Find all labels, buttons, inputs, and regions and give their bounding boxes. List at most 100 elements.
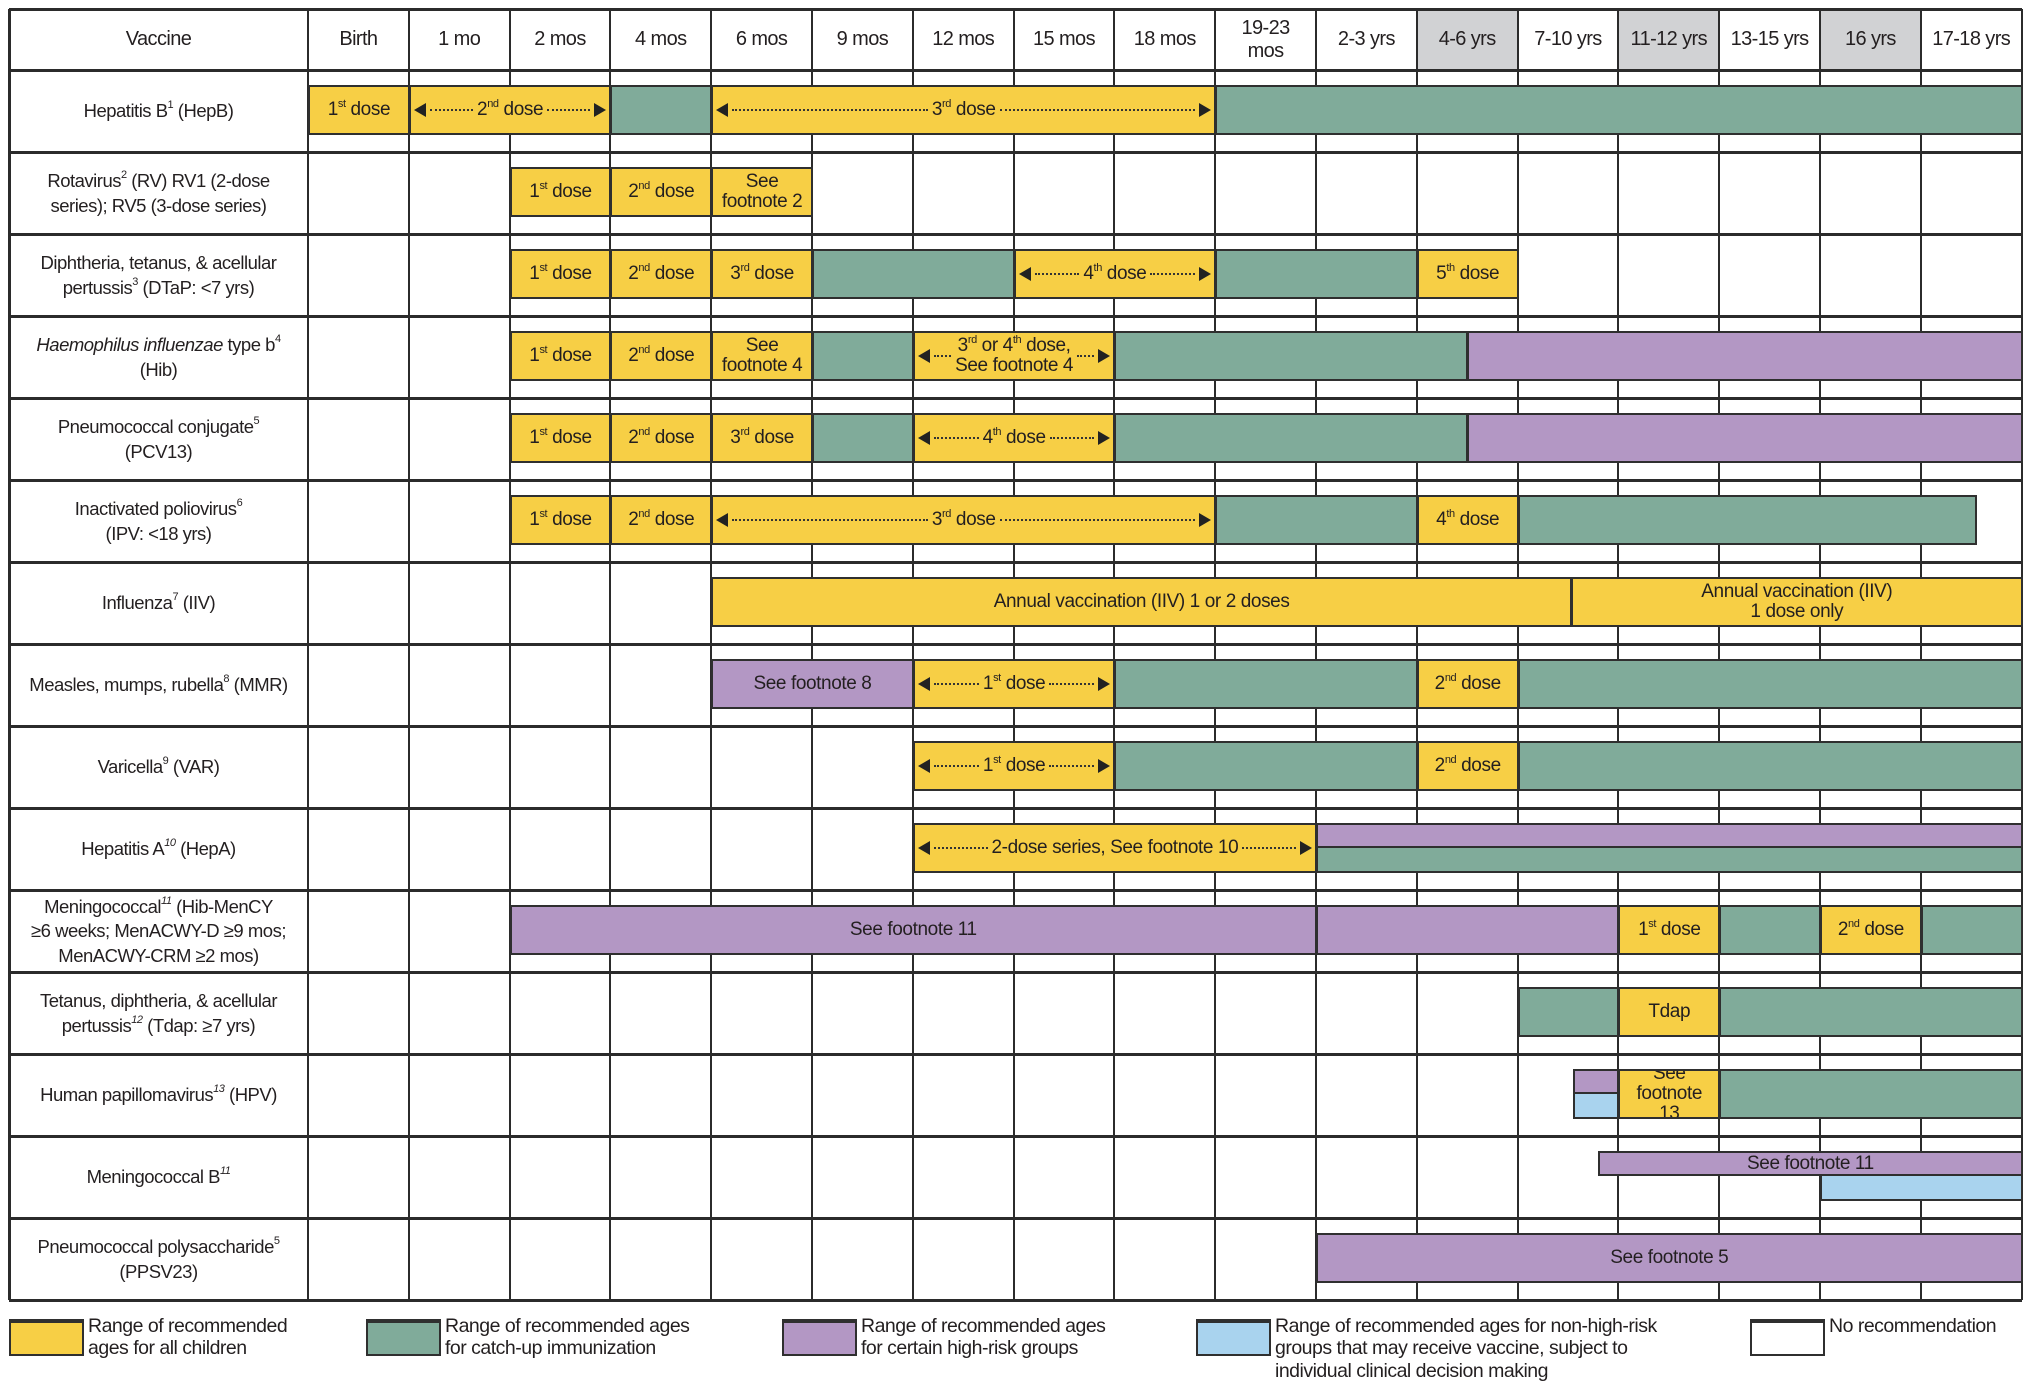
dose-label: 1st dose [327, 98, 391, 121]
schedule-bar-catch-up [1517, 741, 2023, 791]
vaccine-name-text: Influenza [101, 592, 173, 614]
dose-label: 2nd dose [628, 262, 695, 285]
legend-swatch-catch-up [366, 1319, 441, 1356]
header-age: 2 mos [534, 28, 586, 50]
schedule-bar-high-risk: See footnote 11 [1598, 1151, 2023, 1176]
dotted-range-line [429, 109, 474, 111]
arrow-right-icon [1098, 431, 1111, 445]
dotted-range-line [933, 437, 979, 439]
grid-line-vertical [1315, 9, 1317, 1300]
schedule-bar-high-risk [1316, 905, 1620, 955]
vaccine-name-text: (VAR) [168, 756, 220, 778]
schedule-bar-recommended: 2nd dose [610, 495, 713, 545]
vaccine-name: Meningococcal B11 [9, 1138, 308, 1217]
dose-label: See footnote 11 [1747, 1152, 1874, 1174]
dose-label: See footnote 11 [849, 919, 977, 941]
dose-label: See footnote 5 [1610, 1247, 1729, 1269]
header-age: 15 mos [1032, 28, 1096, 50]
header-age: 4 mos [635, 28, 687, 50]
schedule-bar-recommended: 1st dose [509, 331, 612, 381]
footnote-superscript: 9 [162, 755, 169, 768]
dotted-range-line [933, 765, 979, 767]
dotted-range-line [1242, 847, 1296, 849]
vaccine-name-text: Measles, mumps, rubella [29, 674, 224, 696]
schedule-bar-recommended: 3rd dose [711, 413, 813, 463]
schedule-bar-recommended: 3rd dose [711, 85, 1217, 135]
vaccine-name-text: Human papillomavirus [40, 1084, 214, 1106]
grid-line-horizontal [9, 970, 2022, 974]
schedule-bar-recommended: 1st dose [912, 741, 1116, 791]
header-age: 17-18 yrs [1932, 28, 2011, 50]
schedule-bar-catch-up [1719, 905, 1821, 955]
header-age: 1 mo [438, 28, 481, 50]
dose-label: 5th dose [1436, 262, 1500, 285]
grid-line-horizontal [9, 1298, 2022, 1302]
arrow-right-icon [1300, 841, 1312, 855]
schedule-bar-recommended: 4th dose [1013, 249, 1217, 299]
vaccine-name-text: Hepatitis B [83, 100, 168, 122]
dotted-range-line [547, 109, 591, 111]
dose-label: 3rd dose [931, 98, 996, 121]
grid-line-horizontal [9, 1216, 2022, 1220]
schedule-bar-high-risk [1573, 1069, 1620, 1094]
dotted-range-line [732, 109, 928, 111]
schedule-bar-catch-up [1517, 987, 1620, 1037]
grid-line-horizontal [9, 560, 2022, 564]
dose-label: 1st dose [1638, 918, 1701, 941]
vaccine-name: Influenza7 (IIV) [9, 564, 308, 643]
arrow-left-icon [917, 841, 930, 855]
arrow-right-icon [1199, 513, 1212, 527]
dose-label: Annual vaccination (IIV) 1 dose only [1701, 581, 1893, 622]
dose-label: 1st dose [529, 180, 592, 203]
header-age: 13-15 yrs [1730, 28, 1810, 50]
schedule-bar-catch-up [1114, 659, 1418, 709]
grid-line-horizontal [9, 232, 2022, 236]
schedule-bar-recommended: 2nd dose [610, 413, 713, 463]
vaccine-name-text: Pneumococcal conjugate [57, 416, 254, 438]
arrow-right-icon [1098, 759, 1111, 773]
dose-label: 2nd dose [477, 98, 544, 121]
vaccine-name: Human papillomavirus13 (HPV) [9, 1056, 308, 1135]
vaccine-name-text: (PPSV23) [119, 1260, 198, 1282]
vaccine-name-text: (HPV) [224, 1084, 277, 1106]
legend-swatch-none [1750, 1319, 1825, 1356]
schedule-bar-recommended: 1st dose [509, 495, 612, 545]
grid-line-vertical [1415, 9, 1418, 1300]
schedule-bar-high-risk: See footnote 5 [1316, 1233, 2023, 1283]
vaccine-name-text: (RV) RV1 (2-dose series); RV5 (3-dose se… [50, 170, 271, 216]
schedule-bar-recommended: 2nd dose [408, 85, 612, 135]
grid-line-horizontal [9, 478, 2022, 482]
vaccine-name: Diphtheria, tetanus, & acellular pertuss… [9, 236, 308, 315]
grid-line-vertical [407, 9, 410, 1300]
schedule-bar-recommended: 1st dose [308, 85, 410, 135]
header-age: 7-10 yrs [1534, 28, 1602, 50]
footnote-superscript: 8 [223, 673, 230, 686]
grid-line-vertical [1919, 9, 1922, 1300]
dose-label: 1st dose [529, 344, 592, 367]
schedule-bar-non-high-risk [1573, 1092, 1620, 1119]
vaccine-name: Rotavirus2 (RV) RV1 (2-dose series); RV5… [9, 154, 308, 233]
schedule-bar-catch-up [1215, 249, 1418, 299]
dose-label: 1st dose [529, 508, 592, 531]
vaccine-name-text: (PCV13) [124, 440, 193, 462]
arrow-left-icon [413, 103, 426, 117]
grid-line-horizontal [9, 150, 2022, 154]
schedule-bar-recommended: See footnote 4 [711, 331, 813, 381]
footnote-superscript: 2 [121, 169, 127, 182]
vaccine-name: Haemophilus influenzae type b4 (Hib) [9, 318, 308, 397]
grid-line-vertical [811, 9, 813, 1300]
schedule-bar-recommended: 2nd dose [1416, 741, 1519, 791]
grid-line-horizontal [9, 8, 2022, 11]
dose-label: See footnote 2 [721, 171, 803, 212]
arrow-left-icon [917, 759, 930, 773]
dose-label: 3rd or 4th dose, See footnote 4 [955, 334, 1074, 376]
schedule-bar-recommended: See footnote 2 [711, 167, 813, 217]
schedule-bar-recommended: 3rd or 4th dose, See footnote 4 [912, 331, 1116, 381]
dose-label: Annual vaccination (IIV) 1 or 2 doses [993, 591, 1290, 613]
dose-label: 2nd dose [628, 508, 695, 531]
schedule-bar-catch-up [1517, 495, 1978, 545]
legend-swatch-recommended [9, 1319, 84, 1356]
arrow-right-icon [1199, 103, 1212, 117]
grid-line-vertical [911, 9, 914, 1300]
header-age: 6 mos [735, 28, 788, 50]
